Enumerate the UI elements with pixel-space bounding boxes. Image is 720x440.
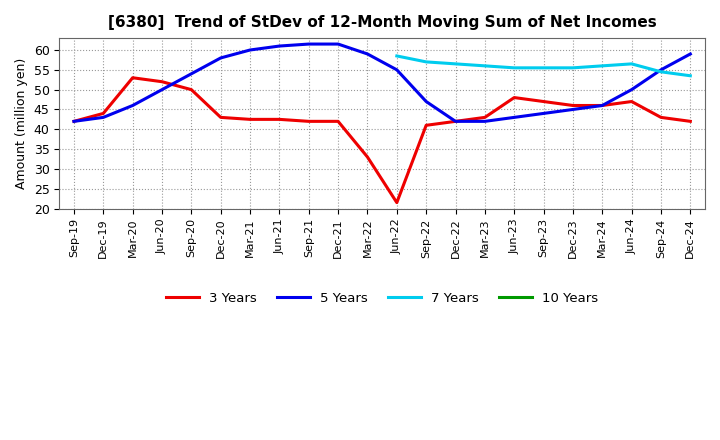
Legend: 3 Years, 5 Years, 7 Years, 10 Years: 3 Years, 5 Years, 7 Years, 10 Years: [161, 287, 604, 310]
Y-axis label: Amount (million yen): Amount (million yen): [15, 58, 28, 189]
Title: [6380]  Trend of StDev of 12-Month Moving Sum of Net Incomes: [6380] Trend of StDev of 12-Month Moving…: [108, 15, 657, 30]
